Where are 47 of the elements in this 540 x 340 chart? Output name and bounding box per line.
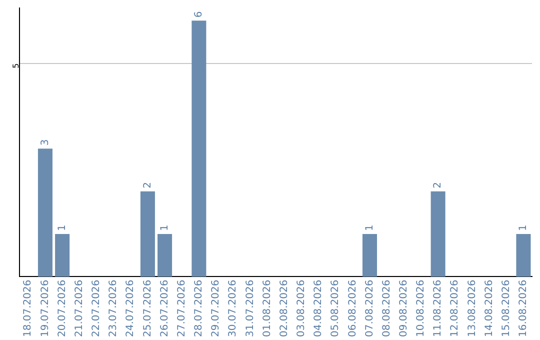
x-tick-label: 13.08.2026 (466, 280, 478, 338)
x-tick-label: 15.08.2026 (500, 280, 512, 338)
x-tick-label: 16.08.2026 (518, 280, 530, 338)
x-tick-label: 20.07.2026 (56, 280, 68, 338)
bar (55, 234, 70, 277)
data-label: 1 (518, 224, 530, 232)
data-label: 3 (40, 139, 51, 146)
data-label: 2 (142, 182, 154, 188)
x-tick-label: 09.08.2026 (398, 280, 410, 338)
x-tick-label: 29.07.2026 (210, 280, 222, 338)
x-tick-label: 19.07.2026 (40, 280, 51, 338)
data-label: 1 (364, 224, 376, 232)
x-tick-label: 12.08.2026 (450, 280, 461, 338)
bar (158, 234, 172, 277)
x-tick-label: 08.08.2026 (381, 280, 392, 338)
x-tick-label: 03.08.2026 (296, 280, 308, 338)
x-tick-label: 11.08.2026 (432, 280, 444, 338)
x-tick-label: 26.07.2026 (159, 280, 170, 338)
bar (192, 20, 206, 277)
bar (140, 191, 155, 277)
x-tick-label: 22.07.2026 (91, 280, 102, 338)
bar (362, 234, 377, 277)
x-tick-label: 02.08.2026 (278, 280, 290, 338)
data-label: 1 (159, 224, 170, 232)
x-tick-label: 21.07.2026 (74, 280, 85, 338)
y-tick-label: 5 (12, 63, 21, 68)
x-tick-label: 06.08.2026 (347, 280, 358, 338)
x-tick-label: 14.08.2026 (484, 280, 495, 338)
x-tick-label: 30.07.2026 (228, 280, 239, 338)
x-tick-label: 10.08.2026 (416, 280, 427, 338)
x-tick-label: 04.08.2026 (313, 280, 324, 338)
x-tick-label: 31.07.2026 (244, 280, 256, 338)
x-tick-label: 01.08.2026 (262, 280, 273, 338)
bar (38, 148, 52, 277)
x-tick-label: 28.07.2026 (194, 280, 205, 338)
bar (516, 234, 531, 277)
x-tick-label: 07.08.2026 (364, 280, 376, 338)
x-tick-label: 23.07.2026 (108, 280, 120, 338)
data-label: 1 (56, 224, 68, 232)
x-tick-label: 24.07.2026 (125, 280, 136, 338)
x-tick-label: 18.07.2026 (22, 280, 34, 338)
x-tick-label: 05.08.2026 (330, 280, 342, 338)
data-label: 6 (194, 11, 205, 18)
data-label: 2 (432, 182, 444, 188)
bar (430, 191, 446, 277)
x-tick-label: 25.07.2026 (142, 280, 154, 338)
x-tick-label: 27.07.2026 (176, 280, 188, 338)
